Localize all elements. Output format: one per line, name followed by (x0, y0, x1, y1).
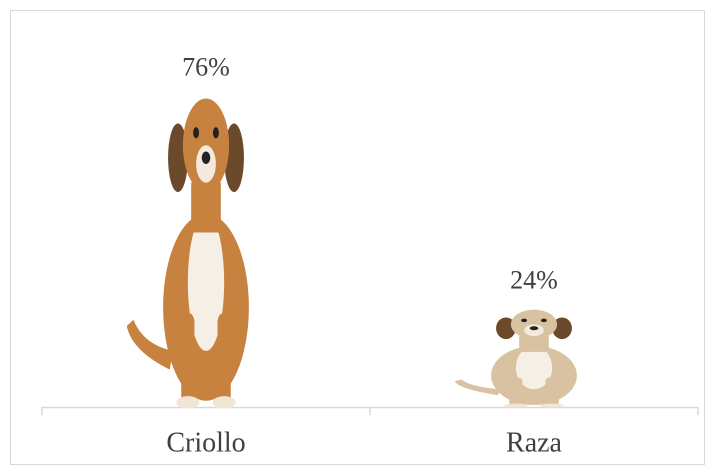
dog-nose (202, 151, 211, 163)
value-label: 24% (510, 266, 558, 295)
x-tick-label: Criollo (166, 427, 245, 458)
chart: 76% Criollo 24% Raza (0, 0, 715, 472)
dog-eye (541, 319, 547, 323)
dog-paw (176, 396, 199, 408)
dog-eye (521, 319, 527, 323)
dog-leg (546, 377, 559, 407)
dog-paw (504, 404, 527, 408)
value-label: 76% (182, 52, 230, 81)
dog-leg (509, 377, 522, 407)
dog-eye (193, 127, 199, 138)
dog-leg (218, 314, 231, 407)
dog-nose (530, 326, 539, 330)
chart-frame (11, 11, 705, 465)
dog-eye (213, 127, 219, 138)
x-tick-label: Raza (506, 427, 563, 458)
dog-paw (213, 396, 236, 408)
dog-paw (541, 404, 564, 408)
page: 76%Criollo24%Raza (() => { const data = … (0, 0, 715, 472)
dog-leg (181, 314, 194, 407)
